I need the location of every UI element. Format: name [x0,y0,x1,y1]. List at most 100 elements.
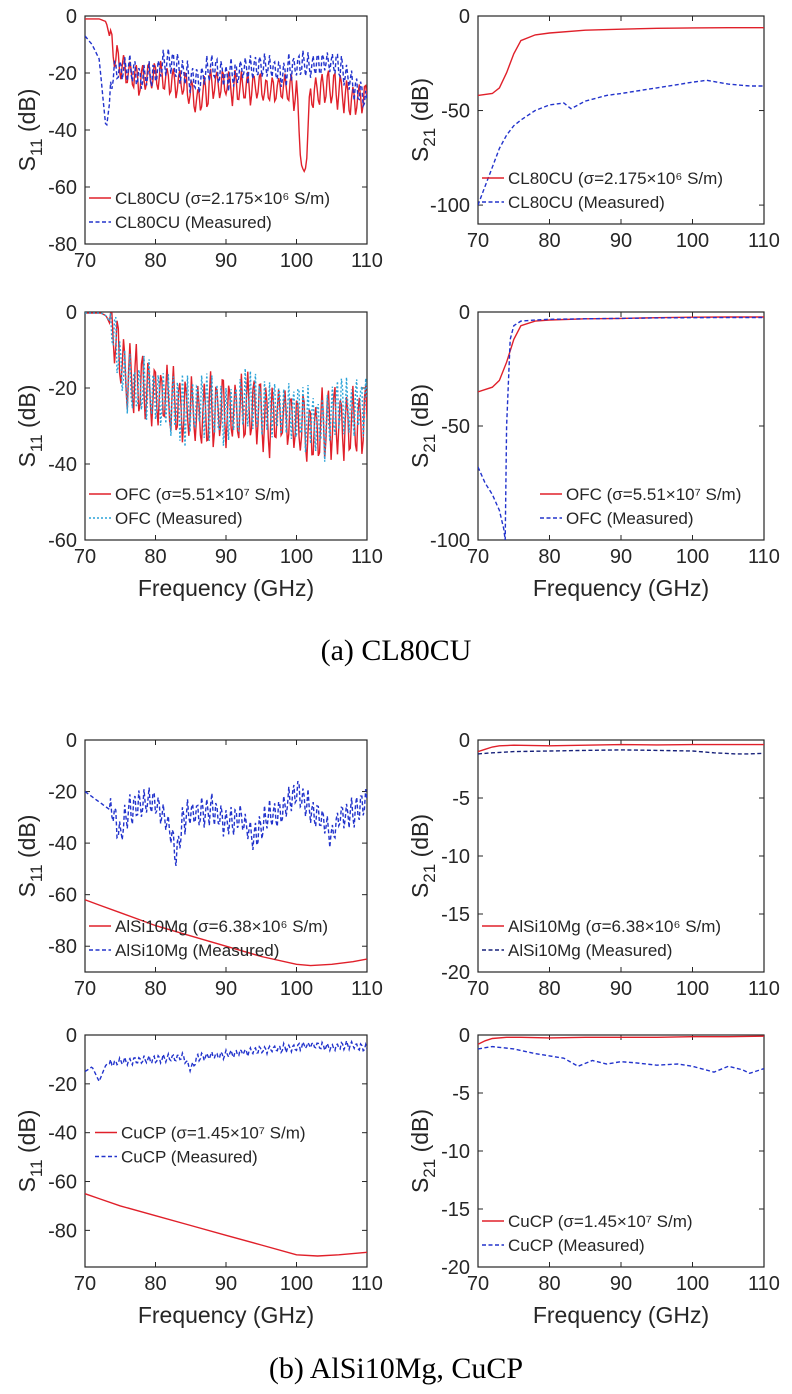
y-tick-label: -50 [441,416,470,438]
plot-area [85,1038,367,1257]
y-tick-label: 0 [66,730,77,752]
x-tick-label: 70 [74,978,96,1000]
legend-label: AlSi10Mg (σ=6.38×10⁶ S/m) [508,917,721,936]
y-tick-label: -40 [48,454,77,476]
y-tick-label: -40 [48,833,77,855]
y-tick-label: 0 [459,1025,470,1047]
series-line-measured [85,1038,367,1084]
plot-area [478,743,764,755]
x-tick-label: 80 [144,978,166,1000]
series-line-measured [85,312,367,462]
y-tick-label: -20 [441,962,470,984]
legend: AlSi10Mg (σ=6.38×10⁶ S/m) AlSi10Mg (Measu… [89,917,328,960]
caption-b: (b) AlSi10Mg, CuCP [269,1352,523,1385]
y-tick-label: -20 [48,63,77,85]
y-tick-label: 0 [459,730,470,752]
y-tick-label: -20 [48,782,77,804]
y-axis-label: S21 (dB) [407,814,439,898]
plot-area [85,18,367,174]
panel-b-s11-cucp: 70 80 90 100 110 0 -20 -40 -60 -80 S11 (dB) Frequen… [14,1025,383,1328]
caption-a: (a) CL80CU [321,634,472,667]
plot-area [478,1035,764,1075]
y-axis-label: S11 (dB) [14,385,46,468]
legend: OFC (σ=5.51×10⁷ S/m) OFC (Measured) [540,485,741,528]
x-tick-label: 80 [144,250,166,272]
x-axis-label: Frequency (GHz) [138,575,314,601]
y-tick-label: -40 [48,1123,77,1145]
plot-frame [84,739,368,973]
legend-label: OFC (σ=5.51×10⁷ S/m) [115,485,290,504]
x-tick-label: 90 [610,230,632,252]
x-tick-label: 110 [351,250,383,272]
series-line-simulated [478,743,764,753]
legend-label: CL80CU (σ=2.175×10⁶ S/m) [508,169,723,188]
panel-b-s21-cucp: 70 80 90 100 110 0 -5 -10 -15 -20 S21 (dB) Frequenc… [407,1025,780,1328]
panel-a-s11-cl80cu: 70 80 90 100 110 0 -20 -40 -60 -80 S11 (dB) CL80CU … [14,6,383,272]
legend: OFC (σ=5.51×10⁷ S/m) OFC (Measured) [89,485,290,528]
plot-area [478,316,764,540]
y-tick-label: -15 [441,904,470,926]
series-line-simulated [478,316,764,393]
series-line-simulated [85,312,367,462]
plot-frame [477,311,765,541]
y-axis-label: S21 (dB) [407,78,439,162]
panel-b-s11-alsi10mg: 70 80 90 100 110 0 -20 -40 -60 -80 S11 (dB) AlSi10M… [14,730,383,1000]
legend: CL80CU (σ=2.175×10⁶ S/m) CL80CU (Measured… [482,169,723,212]
y-tick-label: -40 [48,120,77,142]
y-tick-label: -100 [430,530,470,552]
x-tick-label: 110 [748,1273,780,1295]
series-line-measured [85,780,367,867]
panel-b-s21-alsi10mg: 70 80 90 100 110 0 -5 -10 -15 -20 S21 (dB) AlSi10Mg… [407,730,780,1000]
y-tick-label: -60 [48,177,77,199]
x-tick-label: 70 [467,1273,489,1295]
legend: CL80CU (σ=2.175×10⁶ S/m) CL80CU (Measured… [89,189,330,232]
legend-label: OFC (Measured) [566,509,694,528]
series-line-measured [478,1045,764,1075]
x-tick-label: 110 [351,978,383,1000]
series-line-measured [85,35,367,127]
x-tick-label: 100 [676,978,709,1000]
x-tick-label: 100 [280,978,313,1000]
x-tick-label: 100 [676,546,709,568]
x-axis-label: Frequency (GHz) [533,1302,709,1328]
y-tick-label: 0 [66,6,77,28]
legend-label: CuCP (σ=1.45×10⁷ S/m) [508,1212,693,1231]
series-line-simulated [85,18,367,174]
y-tick-label: -10 [441,1141,470,1163]
x-axis-label: Frequency (GHz) [138,1302,314,1328]
y-tick-label: -5 [452,1083,470,1105]
plot-area [85,780,367,967]
y-tick-label: -50 [441,101,470,123]
y-tick-label: -20 [441,1257,470,1279]
x-tick-label: 70 [74,250,96,272]
x-tick-label: 100 [676,230,709,252]
y-tick-label: -20 [48,1074,77,1096]
y-tick-label: -80 [48,936,77,958]
legend-label: AlSi10Mg (σ=6.38×10⁶ S/m) [115,917,328,936]
y-tick-label: -80 [48,234,77,256]
y-axis-label: S11 (dB) [14,1110,46,1193]
legend-label: AlSi10Mg (Measured) [508,941,672,960]
panel-a-s11-ofc: 70 80 90 100 110 0 -20 -40 -60 S11 (dB) Frequency … [14,302,383,601]
x-tick-label: 110 [748,230,780,252]
legend-label: CuCP (σ=1.45×10⁷ S/m) [121,1123,306,1142]
legend-label: CuCP (Measured) [121,1147,258,1166]
x-tick-label: 100 [676,1273,709,1295]
x-tick-label: 80 [538,1273,560,1295]
y-tick-label: -15 [441,1199,470,1221]
legend-label: AlSi10Mg (Measured) [115,941,279,960]
x-tick-label: 100 [280,546,313,568]
legend-label: OFC (σ=5.51×10⁷ S/m) [566,485,741,504]
x-tick-label: 70 [467,546,489,568]
y-tick-label: 0 [66,302,77,324]
plot-area [85,312,367,462]
y-tick-label: -60 [48,1172,77,1194]
plot-frame [477,739,765,973]
x-tick-label: 70 [74,1273,96,1295]
plot-frame [84,15,368,245]
y-tick-label: -60 [48,530,77,552]
x-tick-label: 90 [215,978,237,1000]
y-tick-label: 0 [459,6,470,28]
x-tick-label: 70 [467,230,489,252]
